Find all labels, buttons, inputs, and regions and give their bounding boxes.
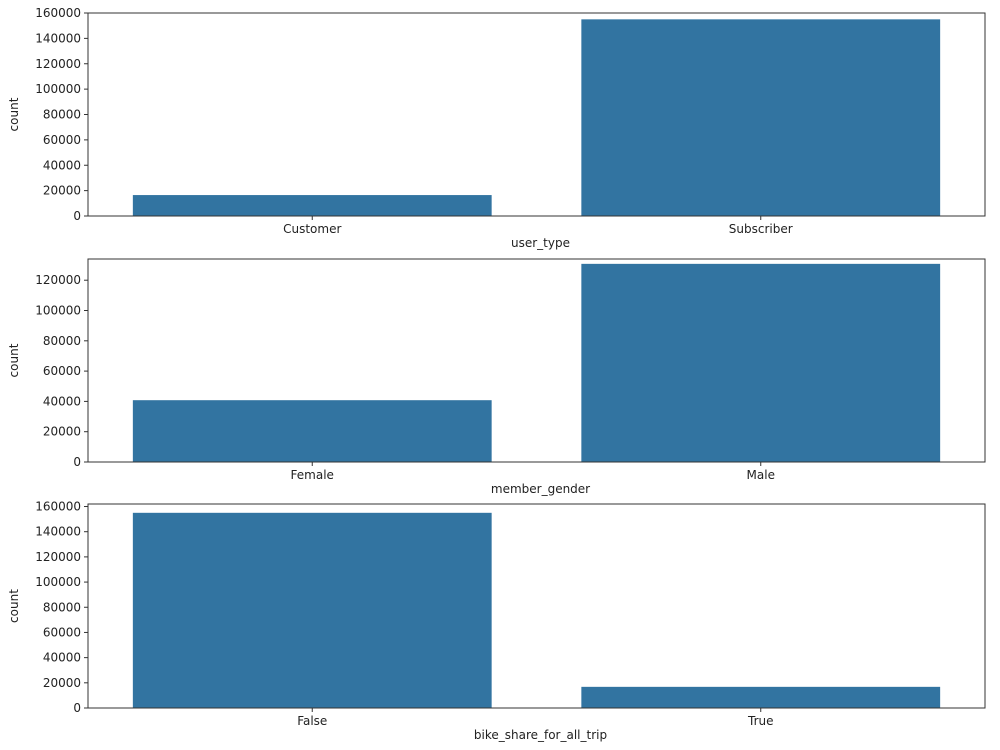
y-tick-label: 80000 [43,600,81,614]
x-axis-label: bike_share_for_all_trip [474,728,607,742]
y-axis-label: count [7,589,21,623]
y-axis-label: count [7,97,21,131]
y-tick-label: 140000 [35,31,81,45]
y-tick-label: 80000 [43,108,81,122]
x-axis-label: user_type [511,236,570,250]
bar-customer [132,195,492,216]
y-tick-label: 0 [73,701,81,715]
axes-frame [87,258,986,463]
bar-true [581,686,941,708]
bar-false [132,512,492,708]
x-tick-label: Male [747,468,775,482]
y-tick-label: 0 [73,455,81,469]
y-tick-label: 120000 [35,550,81,564]
x-tick-label: False [297,714,327,728]
y-tick-label: 120000 [35,57,81,71]
x-tick-label: Female [291,468,334,482]
axes-frame [87,503,986,709]
y-tick-label: 160000 [35,500,81,514]
y-tick-label: 120000 [35,273,81,287]
subplot-user-type: 0 20000 40000 60000 80000 100000 120000 140000 1… [7,6,986,250]
subplot-member-gender: 0 20000 40000 60000 80000 100000 120000 Female M… [7,258,986,496]
y-tick-label: 60000 [43,364,81,378]
y-tick-label: 80000 [43,334,81,348]
bar-male [581,263,941,462]
x-tick-label: True [747,714,774,728]
y-tick-label: 20000 [43,425,81,439]
y-axis-label: count [7,343,21,377]
bar-subscriber [581,19,941,216]
x-tick-label: Subscriber [729,222,793,236]
y-tick-label: 140000 [35,525,81,539]
y-tick-label: 100000 [35,304,81,318]
y-tick-label: 160000 [35,6,81,20]
y-tick-label: 100000 [35,575,81,589]
x-axis-label: member_gender [491,482,590,496]
y-tick-label: 40000 [43,394,81,408]
bar-female [132,400,492,462]
y-tick-label: 20000 [43,184,81,198]
y-tick-label: 0 [73,209,81,223]
y-tick-label: 40000 [43,158,81,172]
y-tick-label: 100000 [35,82,81,96]
y-tick-label: 40000 [43,651,81,665]
x-tick-label: Customer [283,222,341,236]
y-tick-label: 20000 [43,676,81,690]
subplot-bike-share-for-all-trip: 0 20000 40000 60000 80000 100000 120000 140000 1… [7,500,986,742]
y-tick-label: 60000 [43,133,81,147]
y-tick-label: 60000 [43,625,81,639]
